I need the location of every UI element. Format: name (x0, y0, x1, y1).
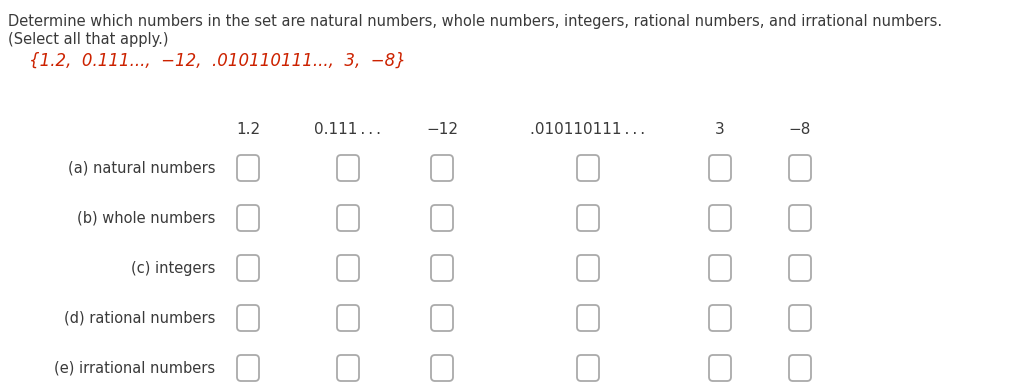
FancyBboxPatch shape (790, 305, 811, 331)
FancyBboxPatch shape (237, 155, 259, 181)
FancyBboxPatch shape (431, 155, 453, 181)
Text: (d) rational numbers: (d) rational numbers (63, 311, 215, 325)
FancyBboxPatch shape (237, 205, 259, 231)
Text: (e) irrational numbers: (e) irrational numbers (54, 361, 215, 376)
FancyBboxPatch shape (709, 355, 731, 381)
Text: −8: −8 (788, 123, 811, 138)
FancyBboxPatch shape (709, 255, 731, 281)
FancyBboxPatch shape (237, 355, 259, 381)
Text: Determine which numbers in the set are natural numbers, whole numbers, integers,: Determine which numbers in the set are n… (8, 14, 942, 29)
Text: 0.111 . . .: 0.111 . . . (314, 123, 382, 138)
Text: (b) whole numbers: (b) whole numbers (77, 210, 215, 225)
FancyBboxPatch shape (337, 205, 359, 231)
FancyBboxPatch shape (337, 255, 359, 281)
FancyBboxPatch shape (709, 205, 731, 231)
FancyBboxPatch shape (790, 355, 811, 381)
FancyBboxPatch shape (577, 355, 599, 381)
FancyBboxPatch shape (577, 305, 599, 331)
FancyBboxPatch shape (790, 255, 811, 281)
FancyBboxPatch shape (237, 255, 259, 281)
FancyBboxPatch shape (337, 155, 359, 181)
FancyBboxPatch shape (577, 255, 599, 281)
FancyBboxPatch shape (237, 305, 259, 331)
Text: 3: 3 (715, 123, 725, 138)
FancyBboxPatch shape (790, 155, 811, 181)
Text: (a) natural numbers: (a) natural numbers (68, 160, 215, 175)
FancyBboxPatch shape (337, 305, 359, 331)
FancyBboxPatch shape (431, 355, 453, 381)
Text: −12: −12 (426, 123, 458, 138)
Text: (Select all that apply.): (Select all that apply.) (8, 32, 169, 47)
Text: .010110111 . . .: .010110111 . . . (530, 123, 645, 138)
Text: {1.2,  0.111...,  −12,  .010110111...,  3,  −8}: {1.2, 0.111..., −12, .010110111..., 3, −… (8, 52, 406, 70)
FancyBboxPatch shape (577, 155, 599, 181)
FancyBboxPatch shape (431, 305, 453, 331)
FancyBboxPatch shape (337, 355, 359, 381)
FancyBboxPatch shape (709, 305, 731, 331)
FancyBboxPatch shape (431, 205, 453, 231)
Text: (c) integers: (c) integers (131, 261, 215, 275)
FancyBboxPatch shape (709, 155, 731, 181)
FancyBboxPatch shape (577, 205, 599, 231)
FancyBboxPatch shape (790, 205, 811, 231)
Text: 1.2: 1.2 (236, 123, 260, 138)
FancyBboxPatch shape (431, 255, 453, 281)
